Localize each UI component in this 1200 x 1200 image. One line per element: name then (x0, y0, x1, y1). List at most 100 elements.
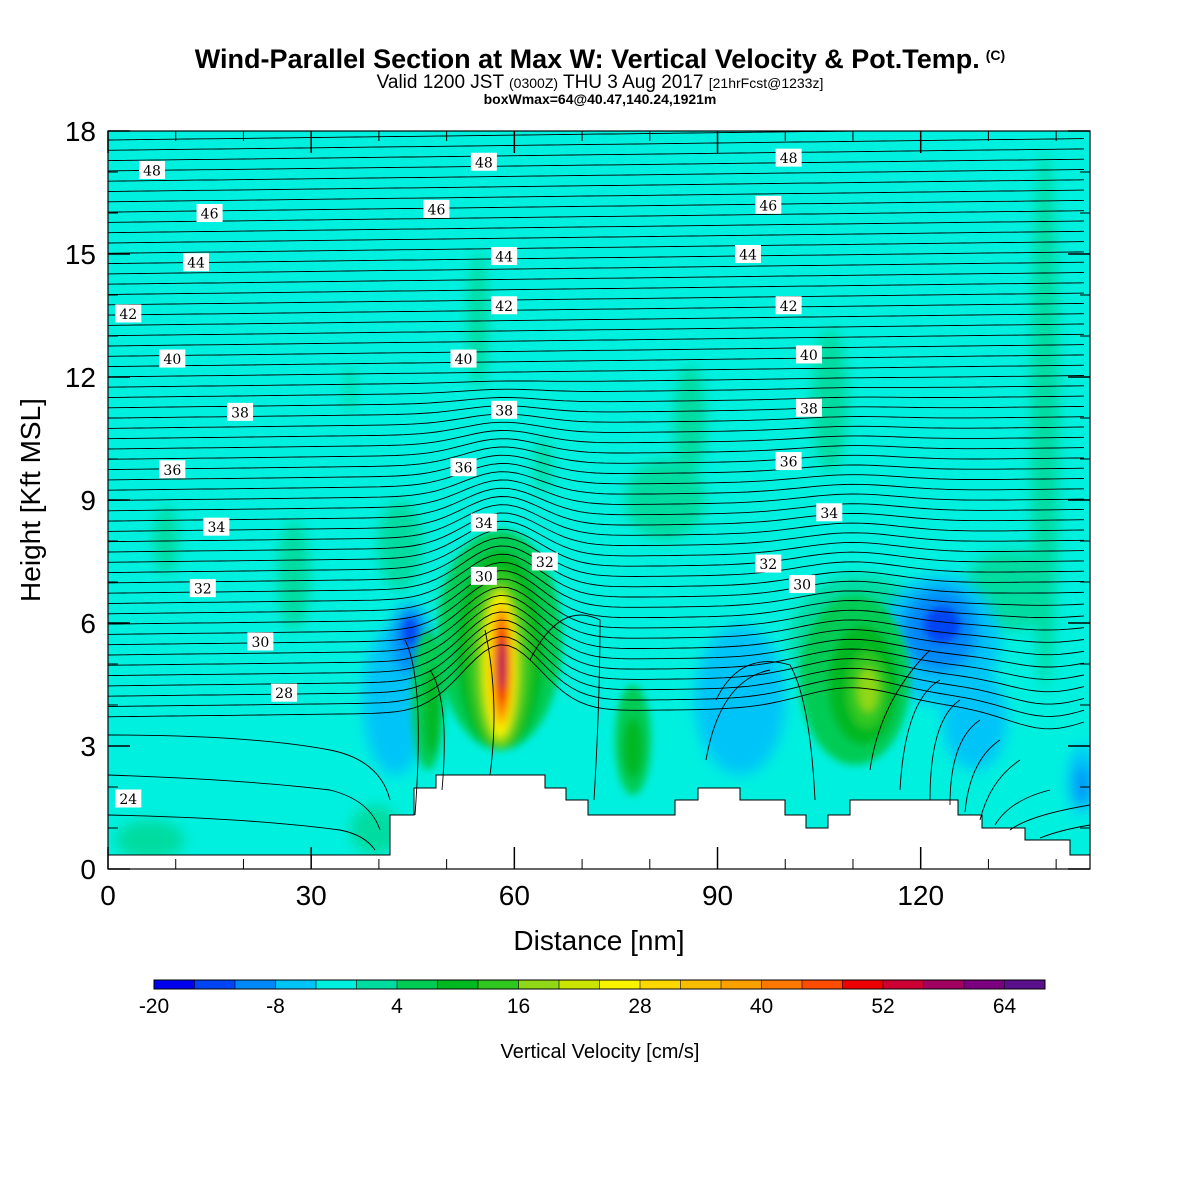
theta-contour-line (108, 454, 1085, 481)
theta-contour-line (108, 413, 1085, 429)
contour-label-box (115, 789, 142, 808)
contour-label: 46 (759, 198, 777, 214)
contour-label-box (139, 160, 166, 179)
colorbar-swatch (680, 980, 722, 989)
contour-label: 44 (495, 250, 513, 266)
contour-label-box (247, 632, 274, 651)
theta-contour-line (108, 220, 1085, 234)
theta-contour-line (108, 344, 1085, 357)
contour-label-box (203, 517, 230, 536)
contour-label-box (189, 579, 216, 598)
colorbar-swatch (599, 980, 641, 989)
theta-contour-line (108, 189, 1085, 203)
colorbar-tick-label: 28 (628, 995, 651, 1018)
theta-contour-line (108, 487, 1085, 522)
contour-label-box (271, 683, 298, 702)
strong-downdraft-cores (403, 607, 960, 646)
colorbar-tick-label: 40 (750, 995, 773, 1018)
colorbar-swatch (154, 980, 195, 989)
contour-label-box (423, 199, 450, 218)
theta-contour-line (108, 199, 1085, 213)
contour-label: 42 (495, 299, 513, 315)
colorbar-swatch (761, 980, 803, 989)
contour-label: 28 (275, 686, 293, 702)
theta-contour-line (108, 241, 1085, 254)
theta-contour-line (108, 603, 1085, 668)
contour-label: 38 (231, 405, 249, 421)
downdraft-regions (363, 575, 1090, 815)
y-tick-label: 6 (80, 608, 96, 639)
theta-contour-line (108, 438, 1085, 460)
colorbar-tick-label: 52 (871, 995, 894, 1018)
contour-label-box (450, 349, 477, 368)
colorbar-swatch (478, 980, 519, 989)
colorbar-swatch (397, 980, 438, 989)
contour-label: 40 (163, 352, 181, 368)
x-tick-label: 30 (296, 880, 327, 911)
theta-contour-line (108, 619, 1085, 693)
theta-contour-line (108, 520, 1085, 563)
contour-label: 42 (780, 299, 798, 315)
colorbar-swatch (356, 980, 398, 989)
theta-contour-line (108, 479, 1085, 512)
theta-contour-line (108, 395, 1085, 409)
x-axis-label: Distance [nm] (513, 925, 684, 956)
theta-contour-line (108, 323, 1085, 337)
colorbar-tick-label: -8 (266, 995, 285, 1018)
contour-label-box (795, 345, 822, 364)
x-tick-label: 0 (100, 880, 116, 911)
colorbar-swatch (721, 980, 762, 989)
contour-label: 32 (759, 557, 777, 573)
contour-label: 44 (187, 256, 205, 272)
theta-contour-line (108, 364, 1085, 378)
theta-contour-line (108, 430, 1085, 450)
theta-contour-line (108, 636, 1085, 717)
contour-label-box (491, 400, 518, 419)
contour-label: 40 (800, 348, 818, 364)
contour-label: 44 (739, 248, 757, 264)
contour-label-box (159, 460, 186, 479)
contour-label: 42 (119, 307, 137, 323)
theta-contour-line (108, 512, 1085, 553)
valid-date: THU 3 Aug 2017 (562, 72, 704, 93)
contour-label-box (470, 152, 497, 171)
theta-contour-line (108, 627, 1085, 705)
y-tick-label: 18 (65, 116, 96, 147)
theta-contour-line (108, 158, 1085, 172)
forecast-info: [21hrFcst@1233z] (708, 75, 824, 91)
contour-label-box (115, 304, 142, 323)
colorbar-swatch (842, 980, 884, 989)
theta-contour-line (108, 561, 1085, 615)
y-tick-label: 3 (80, 731, 96, 762)
colorbar-swatch (194, 980, 236, 989)
theta-contour-line (108, 594, 1085, 656)
theta-contour-line (108, 496, 1085, 532)
theta-contour-line (108, 644, 1085, 730)
colorbar-tick-label: 16 (507, 995, 530, 1018)
contour-label-box (755, 554, 782, 573)
contour-label: 30 (251, 635, 269, 651)
contour-label-box (795, 398, 822, 417)
contour-label: 40 (455, 352, 473, 368)
colorbar-tick-label: 64 (993, 995, 1017, 1018)
contour-label-box (450, 458, 477, 477)
contour-label: 34 (207, 520, 225, 536)
contour-label: 32 (194, 582, 212, 598)
contour-label: 34 (820, 506, 838, 522)
theta-contour-line (108, 421, 1085, 440)
theta-contour-line (108, 333, 1085, 347)
theta-contour-line (108, 537, 1085, 584)
contour-label: 48 (143, 163, 161, 179)
contour-label-box (491, 296, 518, 315)
theta-contour-line (108, 282, 1085, 295)
theta-contour-line (108, 292, 1085, 306)
theta-contour-line (108, 261, 1085, 275)
theta-contour-line (108, 463, 1085, 491)
contour-label-box (227, 402, 254, 421)
updraft-core-rings (412, 530, 910, 795)
theta-contour-line (108, 210, 1085, 223)
y-axis-label: Height [Kft MSL] (15, 398, 46, 602)
y-tick-label: 15 (65, 239, 96, 270)
colorbar-swatch (640, 980, 681, 989)
theta-contour-line (108, 446, 1085, 471)
